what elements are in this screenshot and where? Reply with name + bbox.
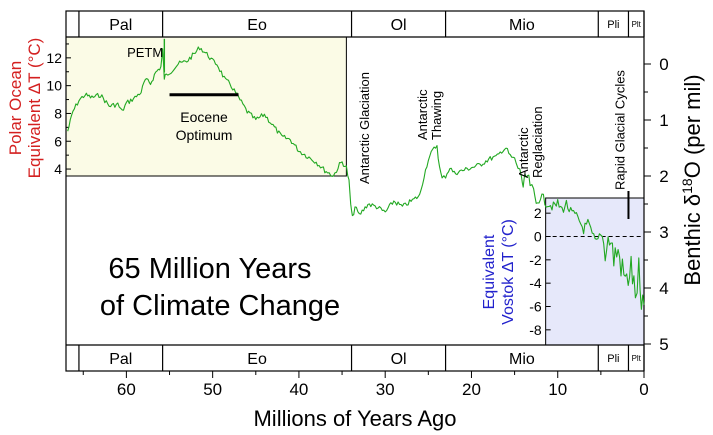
polar-inset-frame — [65, 36, 347, 177]
right-tick-label-0: 0 — [659, 55, 668, 74]
plot-frame — [65, 10, 645, 372]
polar-tick-label-10: 10 — [46, 78, 62, 94]
right-tick-label-5: 5 — [659, 335, 668, 354]
vostok-inset-ticks: 2 0 -2 -4 -6 -8 — [529, 205, 551, 338]
polar-tick-label-12: 12 — [46, 50, 62, 66]
polar-inset-ticks: 4 6 8 10 12 — [46, 43, 71, 177]
epoch-label-plt-top: Plt — [632, 20, 642, 29]
vostok-tick-label--4: -4 — [529, 275, 542, 291]
epoch-strip-top: Pal Eo Ol Mio Pli Plt — [78, 11, 645, 37]
annotations: PETM Eocene Optimum Antarctic Glaciation Ant… — [127, 45, 627, 190]
annotation-antarctic-reglaciation-line-1: Antarctic — [516, 127, 531, 178]
epoch-label-plt-bottom: Plt — [632, 354, 642, 363]
polar-tick-label-6: 6 — [54, 133, 62, 149]
x-tick-label-50: 50 — [203, 380, 222, 399]
vostok-tick-label--2: -2 — [529, 252, 542, 268]
x-tick-label-60: 60 — [117, 380, 136, 399]
right-axis-label-superscript: 18 — [679, 178, 695, 194]
right-tick-label-4: 4 — [659, 279, 668, 298]
right-axis-label: Benthic δ18O (per mil) — [679, 74, 705, 285]
annotation-eocene-optimum-line-1: Eocene — [180, 109, 228, 125]
x-tick-label-0: 0 — [639, 380, 648, 399]
x-tick-label-10: 10 — [548, 380, 567, 399]
vostok-axis-label-line-2: Vostok ΔT (°C) — [500, 219, 517, 325]
annotation-antarctic-thawing-line-2: Thawing — [429, 91, 444, 140]
epoch-label-eo-bottom: Eo — [247, 351, 267, 368]
right-tick-label-1: 1 — [659, 111, 668, 130]
chart-title-line-2: of Climate Change — [100, 290, 340, 322]
series-line-benthic-d18o — [67, 46, 645, 310]
annotation-petm: PETM — [127, 45, 163, 60]
epoch-label-pal-top: Pal — [109, 17, 132, 34]
epoch-label-mio-bottom: Mio — [509, 351, 535, 368]
annotation-antarctic-reglaciation-line-2: Reglaciation — [530, 106, 545, 178]
right-axis-ticks: 0 1 2 3 4 5 — [644, 55, 669, 354]
epoch-label-ol-bottom: Ol — [391, 351, 407, 368]
x-axis-label: Millions of Years Ago — [253, 406, 456, 431]
chart-title-line-1: 65 Million Years — [108, 253, 311, 285]
annotation-antarctic-thawing-line-1: Antarctic — [415, 89, 430, 140]
epoch-label-mio-top: Mio — [509, 17, 535, 34]
vostok-tick-label-0: 0 — [534, 229, 542, 245]
vostok-tick-label--8: -8 — [529, 322, 542, 338]
annotation-antarctic-glaciation-line-1: Antarctic Glaciation — [357, 72, 372, 184]
epoch-label-ol-top: Ol — [391, 17, 407, 34]
series-group — [67, 38, 645, 310]
right-axis-label-part1: Benthic δ — [680, 194, 705, 286]
polar-tick-label-8: 8 — [54, 105, 62, 121]
right-tick-label-2: 2 — [659, 167, 668, 186]
polar-axis-label-line-1: Polar Ocean — [6, 61, 25, 156]
epoch-label-pli-bottom: Pli — [607, 353, 619, 365]
x-axis-ticks: 60 50 40 30 20 10 0 — [82, 371, 649, 399]
x-tick-label-40: 40 — [289, 380, 308, 399]
epoch-label-eo-top: Eo — [247, 17, 267, 34]
vostok-axis-label-line-1: Equivalent — [481, 234, 498, 309]
vostok-tick-label--6: -6 — [529, 299, 542, 315]
polar-axis-label-line-2: Equivalent ΔT (°C) — [25, 38, 44, 179]
x-tick-label-30: 30 — [376, 380, 395, 399]
vostok-inset-background — [545, 198, 644, 345]
epoch-label-pal-bottom: Pal — [109, 351, 132, 368]
epoch-strip-bottom: Pal Eo Ol Mio Pli Plt — [78, 345, 645, 371]
polar-inset-background — [66, 37, 347, 176]
annotation-eocene-optimum-line-2: Optimum — [176, 127, 233, 143]
annotation-rapid-glacial-cycles-line-1: Rapid Glacial Cycles — [612, 70, 627, 190]
polar-tick-label-4: 4 — [54, 161, 62, 177]
right-axis-label-part2: O (per mil) — [680, 74, 705, 178]
x-tick-label-20: 20 — [462, 380, 481, 399]
epoch-label-pli-top: Pli — [607, 19, 619, 31]
vostok-inset-frame — [545, 197, 645, 346]
right-tick-label-3: 3 — [659, 223, 668, 242]
vostok-tick-label-2: 2 — [534, 205, 542, 221]
